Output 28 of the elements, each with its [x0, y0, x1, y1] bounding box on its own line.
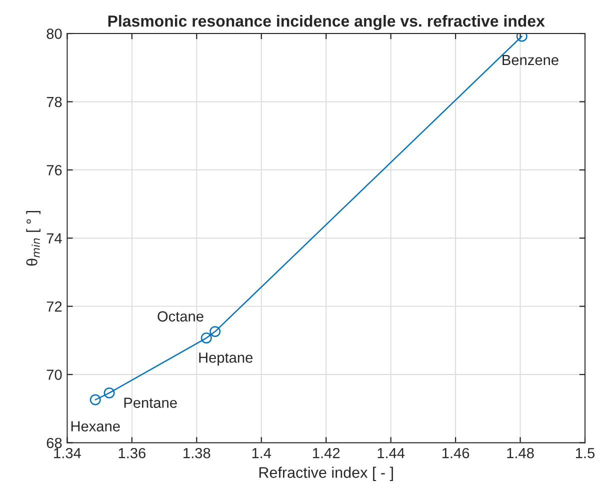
y-tick-label: 76 [46, 165, 62, 176]
y-tick-label: 74 [46, 233, 62, 244]
x-tick-label: 1.36 [118, 448, 146, 458]
annotation: Hexane [71, 421, 120, 432]
y-axis-title: θ$_{min}$ [ ° ] [26, 210, 40, 266]
annotation: Heptane [199, 352, 253, 366]
x-tick-label: 1.34 [54, 448, 81, 458]
y-tick-label: 72 [46, 301, 62, 312]
y-tick-label: 70 [46, 370, 62, 380]
x-tick-label: 1.48 [507, 448, 534, 458]
x-tick-label: 1.38 [184, 448, 210, 458]
point [200, 332, 212, 344]
x-tick-label: 1.42 [313, 448, 340, 458]
point [104, 387, 115, 398]
point [90, 394, 101, 406]
y-tick-label: 80 [46, 28, 62, 39]
chart-title: Plasmonic resonance incidence angle vs. refractive index [108, 15, 545, 30]
x-tick-label: 1.46 [442, 448, 470, 458]
annotation: Benzene [502, 54, 558, 66]
y-tick-label: 78 [46, 96, 62, 108]
annotation: Octane [158, 311, 204, 322]
annotation: Pentane [124, 398, 177, 408]
x-tick-label: 1.5 [576, 448, 595, 458]
x-tick-label: 1.44 [378, 448, 405, 458]
point [210, 326, 221, 338]
x-axis-title: Refractive index [ - ] [259, 466, 393, 481]
x-tick-label: 1.4 [252, 448, 272, 458]
y-tick-label: 68 [46, 438, 62, 448]
